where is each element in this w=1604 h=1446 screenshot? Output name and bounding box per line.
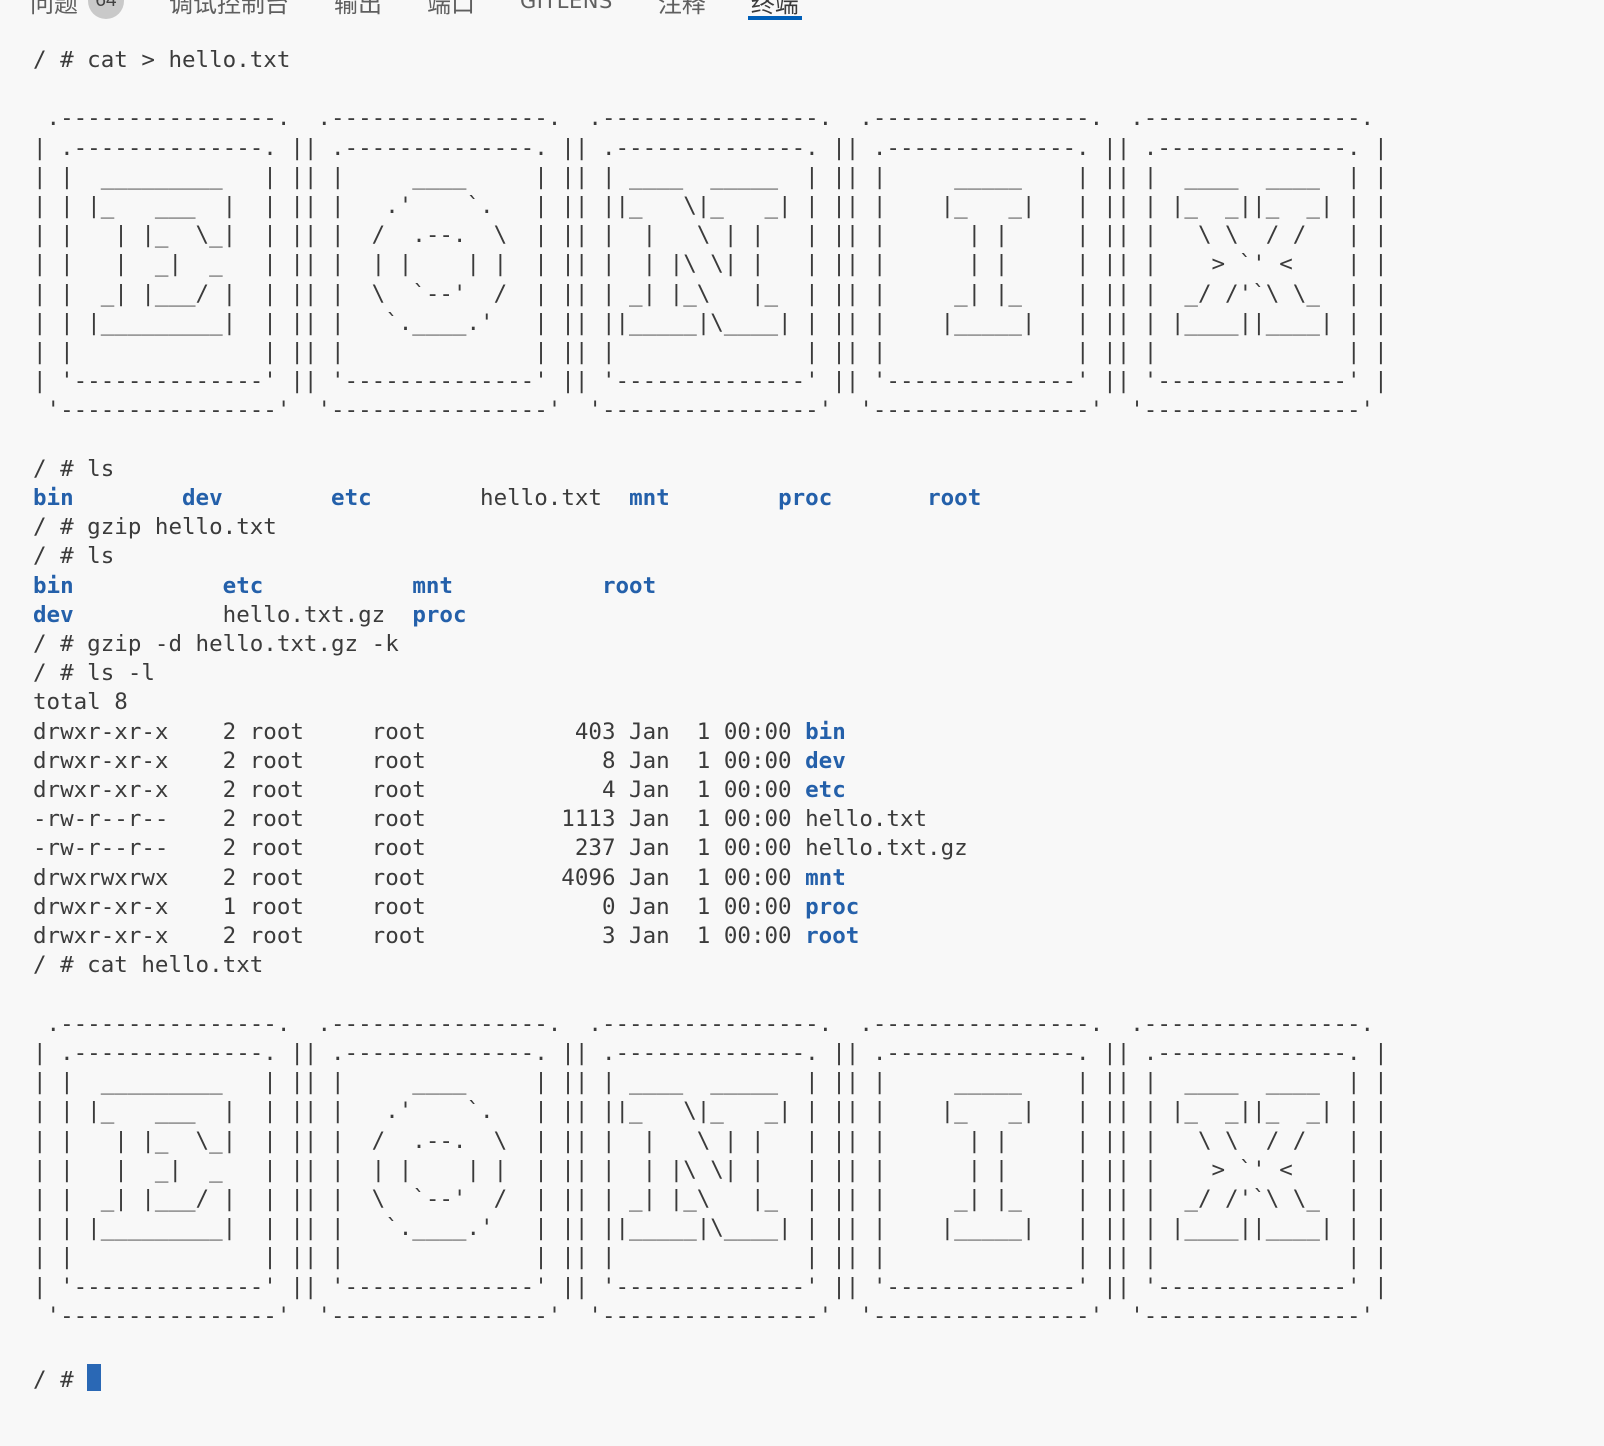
tab-problems[interactable]: 问题 64 — [30, 0, 124, 22]
tab-debug-console[interactable]: 调试控制台 — [169, 0, 289, 22]
directory-name: root — [601, 572, 657, 599]
directory-name: dev — [33, 601, 74, 628]
tab-problems-label: 问题 — [30, 0, 78, 18]
active-tab-indicator — [747, 16, 802, 20]
directory-name: mnt — [412, 572, 453, 599]
tab-output[interactable]: 输出 — [334, 0, 382, 22]
directory-name: proc — [805, 893, 860, 920]
directory-name: mnt — [629, 485, 670, 512]
directory-name: bin — [33, 572, 74, 599]
directory-name: dev — [805, 747, 846, 774]
tab-gitlens[interactable]: GITLENS — [520, 0, 613, 22]
tab-debug-console-label: 调试控制台 — [169, 0, 289, 18]
directory-name: proc — [412, 601, 467, 628]
directory-name: mnt — [805, 864, 846, 891]
directory-name: bin — [33, 485, 74, 512]
tab-comments[interactable]: 注释 — [658, 0, 706, 22]
directory-name: etc — [331, 485, 372, 512]
panel-tab-bar: 问题 64 调试控制台 输出 端口 GITLENS 注释 终端 — [0, 0, 1604, 22]
tab-ports-label: 端口 — [427, 0, 475, 18]
directory-name: dev — [182, 485, 223, 512]
directory-name: proc — [778, 485, 833, 512]
tab-ports[interactable]: 端口 — [427, 0, 475, 22]
tab-terminal[interactable]: 终端 — [747, 0, 802, 22]
terminal-cursor — [87, 1364, 101, 1392]
panel-tab-row: 问题 64 调试控制台 输出 端口 GITLENS 注释 终端 — [0, 0, 802, 22]
tab-gitlens-label: GITLENS — [520, 0, 613, 13]
problems-count-badge: 64 — [88, 0, 124, 19]
directory-name: bin — [805, 718, 846, 745]
terminal-output[interactable]: / # cat > hello.txt .----------------. .… — [33, 47, 1388, 1394]
directory-name: root — [805, 923, 860, 950]
tab-comments-label: 注释 — [657, 0, 706, 18]
directory-name: root — [927, 485, 982, 512]
directory-name: etc — [222, 572, 264, 599]
directory-name: etc — [805, 777, 846, 804]
tab-output-label: 输出 — [334, 0, 382, 18]
tab-terminal-label: 终端 — [750, 0, 799, 18]
